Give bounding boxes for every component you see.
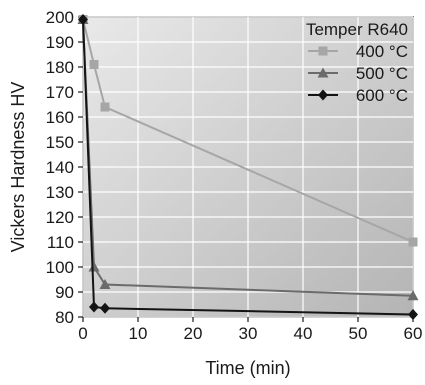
y-tick-label: 190	[46, 33, 74, 52]
legend-item-600c: 600 °C	[308, 86, 408, 105]
data-point-600c	[78, 14, 88, 25]
x-tick-label: 20	[184, 324, 203, 343]
legend-marker	[318, 46, 328, 56]
legend-item-400c: 400 °C	[308, 42, 408, 61]
data-point-400c	[408, 237, 418, 247]
x-tick-label: 10	[129, 324, 148, 343]
y-axis-ticks: 80 90 100 110 120 130 140 150 160 170 180 190 200	[46, 8, 83, 327]
y-tick-label: 80	[55, 308, 74, 327]
y-tick-label: 90	[55, 283, 74, 302]
y-tick-label: 160	[46, 108, 74, 127]
y-tick-label: 120	[46, 208, 74, 227]
legend-title: Temper R640	[306, 20, 408, 39]
data-point-600c	[89, 301, 99, 313]
y-tick-label: 110	[47, 233, 74, 252]
data-point-600c	[408, 309, 418, 320]
legend-items: 400 °C 500 °C 600 °C	[308, 42, 408, 105]
x-tick-label: 30	[239, 324, 258, 343]
x-axis-ticks: 0 10 20 30 40 50 60	[78, 317, 422, 343]
series-line-600c	[82, 19, 414, 316]
y-tick-label: 130	[46, 183, 74, 202]
x-tick-label: 60	[404, 324, 423, 343]
y-tick-label: 140	[46, 158, 74, 177]
legend-marker	[317, 67, 329, 78]
y-tick-label: 100	[46, 258, 74, 277]
data-point-500c	[88, 261, 100, 272]
legend-item-500c: 500 °C	[308, 64, 408, 83]
series-layer	[77, 14, 419, 320]
x-tick-label: 50	[349, 324, 368, 343]
y-axis-title: Vickers Hardness HV	[8, 82, 28, 253]
legend-marker	[318, 89, 328, 101]
y-tick-label: 180	[46, 58, 74, 77]
data-point-600c	[100, 302, 110, 314]
data-point-500c	[99, 279, 111, 289]
legend-label: 400 °C	[356, 42, 408, 61]
series-line-400c	[82, 19, 414, 243]
data-point-400c	[89, 60, 99, 69]
x-tick-label: 0	[78, 324, 87, 343]
series-600c	[78, 14, 418, 320]
legend-label: 500 °C	[356, 64, 408, 83]
y-tick-label: 170	[46, 83, 74, 102]
y-tick-label: 200	[46, 8, 74, 27]
x-axis-title: Time (min)	[205, 358, 290, 378]
y-tick-label: 150	[46, 133, 74, 152]
legend-label: 600 °C	[356, 86, 408, 105]
data-point-500c	[407, 290, 419, 301]
x-tick-label: 40	[294, 324, 313, 343]
legend: Temper R640 400 °C 500 °C 600 °C	[306, 20, 408, 105]
data-point-400c	[100, 102, 110, 112]
